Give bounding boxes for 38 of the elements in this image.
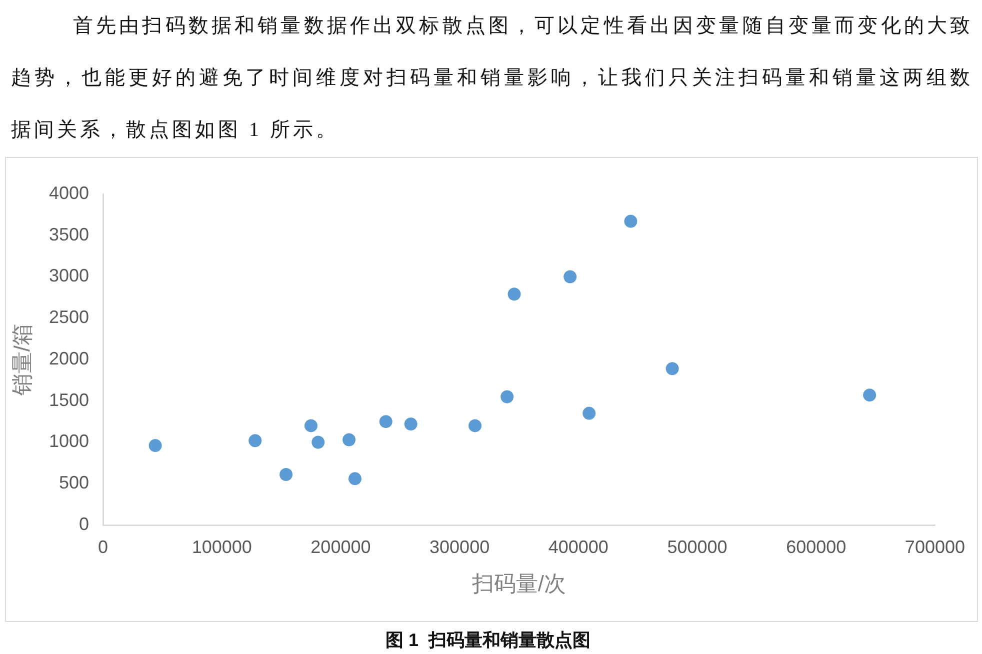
point xyxy=(582,406,596,420)
point xyxy=(564,270,577,284)
text: 图 1 扫码量和销量散点图 xyxy=(384,629,592,652)
y-tick-label: 3000 xyxy=(48,266,89,286)
x-tick-label: 700000 xyxy=(904,536,966,557)
point xyxy=(312,436,325,449)
x-tick-label: 300000 xyxy=(430,536,490,557)
y-tick-label: 2500 xyxy=(48,307,89,328)
y-tick-label: 500 xyxy=(58,472,89,493)
x-tick-label: 200000 xyxy=(310,536,371,557)
point xyxy=(500,390,514,404)
x-tick-label: 0 xyxy=(98,536,108,557)
x-axis-title: 扫码量/次 xyxy=(470,570,566,596)
point xyxy=(304,419,318,432)
point xyxy=(379,415,392,428)
point xyxy=(348,472,362,486)
point xyxy=(666,362,679,376)
y-tick-label: 1000 xyxy=(48,431,89,452)
y-tick-label: 2000 xyxy=(48,348,89,368)
y-tick-label: 1500 xyxy=(48,390,89,410)
point xyxy=(280,468,293,482)
point xyxy=(508,288,521,301)
point xyxy=(863,388,876,402)
y-axis-title: 销量/箱 xyxy=(9,323,34,397)
point xyxy=(404,418,418,431)
y-tick-label: 3500 xyxy=(48,224,89,244)
point xyxy=(248,434,262,448)
point xyxy=(468,419,482,432)
x-tick-label: 100000 xyxy=(192,536,252,557)
y-tick-label: 4000 xyxy=(48,182,89,203)
point xyxy=(148,439,162,452)
x-tick-label: 600000 xyxy=(786,536,846,557)
point xyxy=(342,433,356,446)
point xyxy=(624,214,638,228)
x-tick-label: 500000 xyxy=(667,536,728,557)
y-tick-label: 0 xyxy=(78,514,89,534)
text: 首先由扫码数据和销量数据作出双标散点图，可以定性看出因变量随自变量而变化的大致趋势，也能更好的避免了时间维度对扫码量和销量影响，让我们只关注扫码量和销量这两组数据间关系，散点图如图 1 所示。 xyxy=(11,15,973,141)
x-tick-label: 400000 xyxy=(548,536,608,557)
